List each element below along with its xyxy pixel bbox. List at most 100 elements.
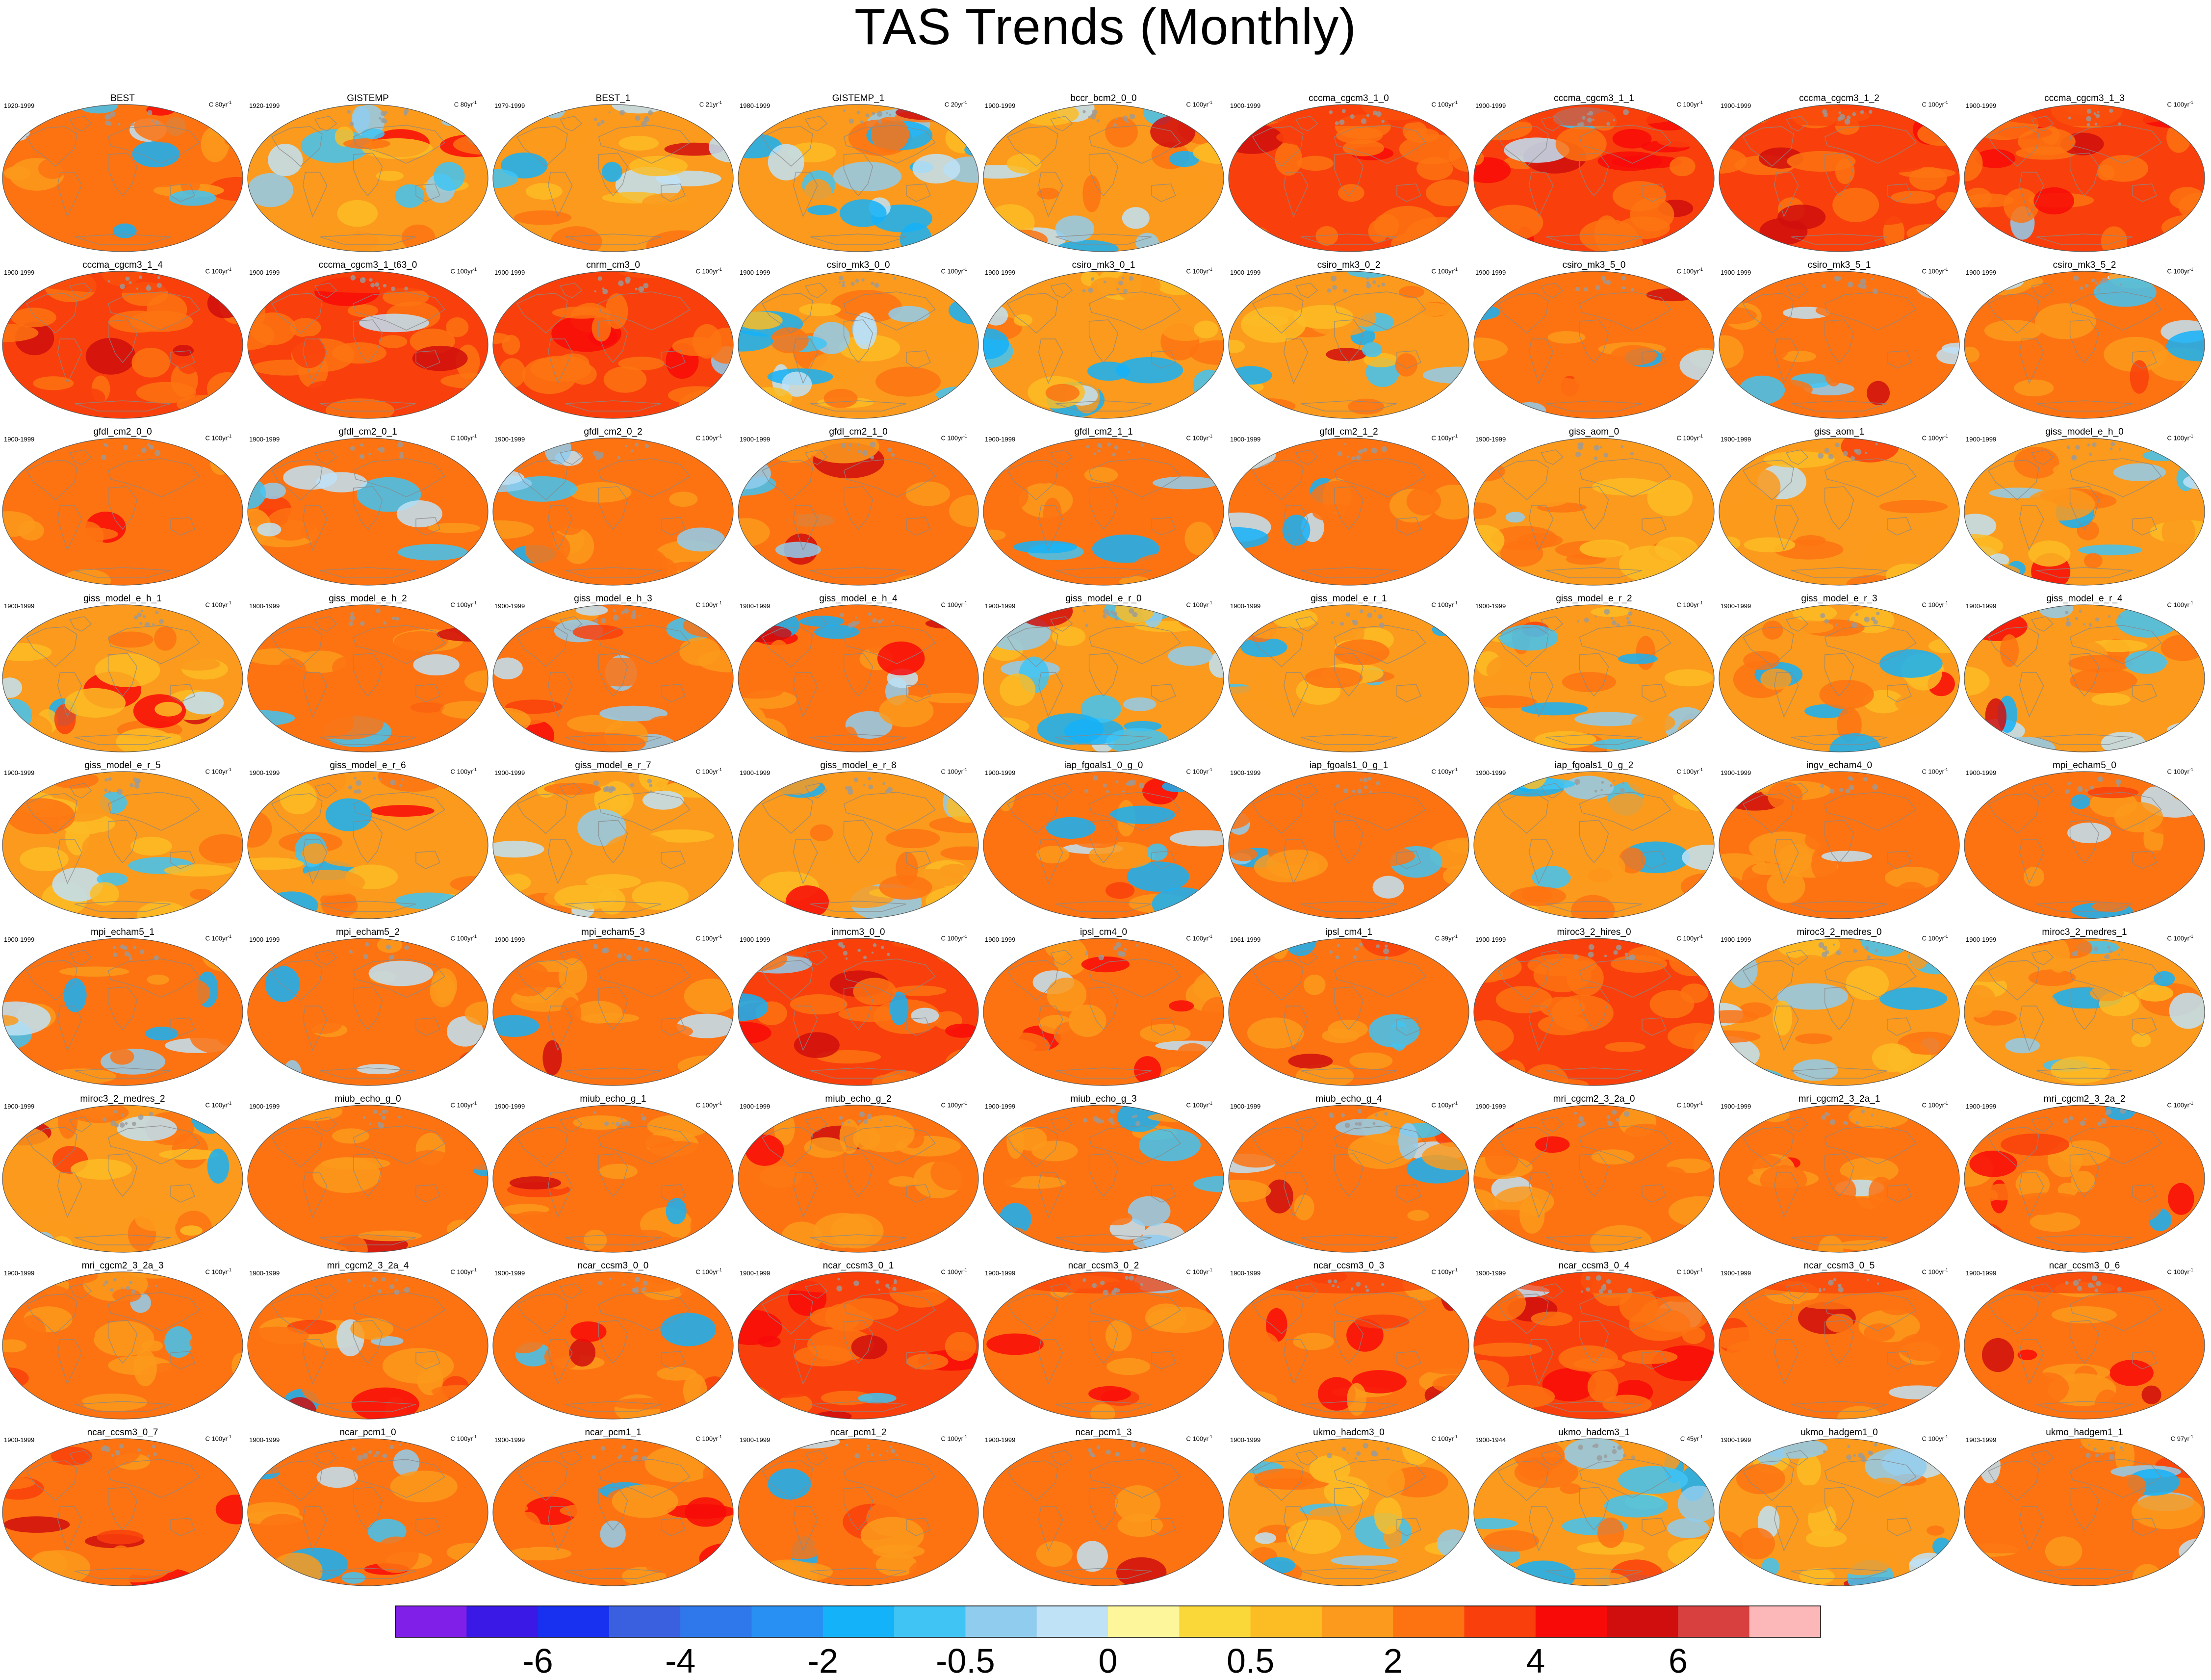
map-panel: ncar_ccsm3_0_4 1900-1999 C 100yr-1 — [1471, 1255, 1717, 1422]
map-panel: bccr_bcm2_0_0 1900-1999 C 100yr-1 — [981, 87, 1226, 254]
map-panel: gfdl_cm2_0_1 1900-1999 C 100yr-1 — [245, 421, 490, 588]
map-field — [983, 938, 1224, 1086]
panel-title: csiro_mk3_5_0 — [1562, 260, 1626, 270]
map-field — [2, 104, 243, 252]
map-panel: gfdl_cm2_1_1 1900-1999 C 100yr-1 — [981, 421, 1226, 588]
panel-period: 1900-1999 — [494, 269, 525, 276]
panel-units-text: C 20yr — [944, 101, 963, 108]
panel-units-text: C 100yr — [205, 601, 228, 609]
panel-period: 1900-1999 — [1721, 1103, 1751, 1110]
panel-title: miub_echo_g_1 — [580, 1094, 646, 1104]
panel-units-text: C 100yr — [2167, 768, 2189, 775]
map-field — [983, 604, 1224, 752]
panel-units: C 100yr-1 — [1922, 767, 1948, 775]
panel-period: 1900-1999 — [740, 1436, 771, 1444]
colorbar-bin — [609, 1606, 681, 1637]
panel-units: C 100yr-1 — [1676, 1267, 1703, 1276]
panel-title: giss_aom_1 — [1814, 427, 1865, 437]
panel-period: 1900-1999 — [4, 936, 35, 943]
panel-units: C 100yr-1 — [450, 767, 477, 775]
map-panel: mpi_echam5_3 1900-1999 C 100yr-1 — [490, 921, 736, 1088]
map-field — [738, 771, 979, 919]
panel-units: C 100yr-1 — [205, 434, 231, 442]
panel-title: giss_model_e_r_3 — [1801, 594, 1877, 604]
panel-period: 1900-1999 — [1721, 936, 1751, 943]
map-panel: giss_model_e_r_5 1900-1999 C 100yr-1 — [0, 754, 245, 921]
panel-title: giss_model_e_r_6 — [330, 760, 406, 771]
map-field — [247, 271, 488, 419]
colorbar-tick-label: 0 — [1099, 1642, 1118, 1680]
panel-period: 1900-1999 — [494, 769, 525, 776]
panel-units: C 100yr-1 — [1186, 1267, 1212, 1276]
panel-title: csiro_mk3_0_0 — [826, 260, 890, 270]
panel-title: miub_echo_g_0 — [334, 1094, 401, 1104]
map-panel: ncar_pcm1_1 1900-1999 C 100yr-1 — [490, 1422, 736, 1588]
panel-title: gfdl_cm2_1_2 — [1319, 427, 1378, 437]
map-panel: ncar_ccsm3_0_2 1900-1999 C 100yr-1 — [981, 1255, 1226, 1422]
panel-title: mri_cgcm2_3_2a_0 — [1553, 1094, 1635, 1104]
panel-title: giss_model_e_r_4 — [2046, 594, 2123, 604]
panel-units-text: C 100yr — [1431, 1101, 1454, 1109]
panel-title: gfdl_cm2_0_0 — [93, 427, 152, 437]
panel-units-text: C 100yr — [695, 434, 718, 442]
panel-title: ukmo_hadcm3_1 — [1558, 1427, 1630, 1438]
colorbar-bin — [1535, 1606, 1607, 1637]
panel-units-text: C 100yr — [1676, 934, 1699, 942]
colorbar-bin — [894, 1606, 966, 1637]
map-panel: giss_model_e_r_2 1900-1999 C 100yr-1 — [1471, 588, 1717, 754]
panel-title: ncar_ccsm3_0_7 — [87, 1427, 158, 1438]
map-panel: giss_model_e_r_4 1900-1999 C 100yr-1 — [1962, 588, 2207, 754]
map-panel: gfdl_cm2_0_0 1900-1999 C 100yr-1 — [0, 421, 245, 588]
map-field — [492, 604, 734, 752]
map-panel: csiro_mk3_0_0 1900-1999 C 100yr-1 — [736, 254, 981, 421]
map-panel: giss_model_e_r_0 1900-1999 C 100yr-1 — [981, 588, 1226, 754]
panel-units: C 100yr-1 — [1676, 767, 1703, 775]
panel-period: 1900-1999 — [1721, 102, 1751, 109]
panel-units: C 100yr-1 — [1431, 1101, 1458, 1109]
panel-period: 1900-1999 — [1230, 269, 1261, 276]
panel-period: 1980-1999 — [740, 102, 771, 109]
panel-title: bccr_bcm2_0_0 — [1070, 93, 1137, 103]
panel-period: 1900-1999 — [249, 1269, 280, 1277]
panel-units-text: C 100yr — [941, 1101, 963, 1109]
map-field — [1473, 771, 1715, 919]
panel-period: 1961-1999 — [1230, 936, 1261, 943]
panel-units: C 100yr-1 — [2167, 600, 2193, 609]
panel-units: C 100yr-1 — [1676, 100, 1703, 108]
map-panel: ncar_ccsm3_0_0 1900-1999 C 100yr-1 — [490, 1255, 736, 1422]
map-field — [983, 104, 1224, 252]
map-field — [2, 438, 243, 586]
panel-units-text: C 100yr — [1431, 601, 1454, 609]
map-field — [1473, 104, 1715, 252]
map-panel: iap_fgoals1_0_g_2 1900-1999 C 100yr-1 — [1471, 754, 1717, 921]
panel-period: 1900-1999 — [985, 269, 1016, 276]
map-field — [738, 271, 979, 419]
panel-units: C 100yr-1 — [1676, 934, 1703, 942]
panel-period: 1900-1999 — [1966, 769, 1997, 776]
panel-period: 1900-1999 — [740, 1103, 771, 1110]
panel-units: C 80yr-1 — [454, 100, 477, 108]
panel-units-text: C 100yr — [1186, 101, 1208, 108]
panel-units-text: C 100yr — [205, 768, 228, 775]
map-field — [492, 271, 734, 419]
map-panel: miub_echo_g_0 1900-1999 C 100yr-1 — [245, 1088, 490, 1255]
map-field — [1719, 1438, 1960, 1586]
map-field — [1964, 938, 2205, 1086]
panel-period: 1900-1999 — [1966, 602, 1997, 610]
panel-period: 1900-1999 — [4, 769, 35, 776]
panel-units: C 100yr-1 — [1186, 100, 1212, 108]
panel-title: mpi_echam5_0 — [2053, 760, 2116, 771]
map-field — [2, 1438, 243, 1586]
map-panel: mpi_echam5_2 1900-1999 C 100yr-1 — [245, 921, 490, 1088]
panel-units: C 100yr-1 — [941, 767, 967, 775]
panel-period: 1900-1999 — [494, 1436, 525, 1444]
map-field — [1719, 604, 1960, 752]
map-field — [1473, 1438, 1715, 1586]
colorbar-bin — [1607, 1606, 1678, 1637]
map-field — [247, 771, 488, 919]
panel-units: C 100yr-1 — [1922, 934, 1948, 942]
colorbar-tick-label: -4 — [665, 1642, 695, 1680]
map-field — [1228, 271, 1469, 419]
map-field — [1964, 1438, 2205, 1586]
panel-title: giss_model_e_r_0 — [1065, 594, 1142, 604]
